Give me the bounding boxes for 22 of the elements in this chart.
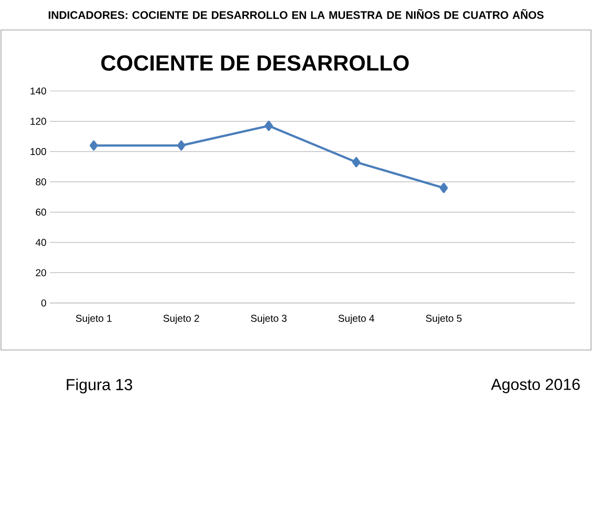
text: INDICADORES: COCIENTE DE DESARROLLO EN LA MUESTRA DE NIÑOS DE CUATRO AÑOS: [48, 9, 544, 19]
x-tick-label: Sujeto 5: [426, 314, 462, 324]
y-tick-label: 60: [36, 208, 46, 216]
point: [440, 182, 448, 194]
x-tick-label: Sujeto 3: [250, 314, 287, 324]
y-tick-label: 140: [30, 87, 46, 95]
point: [90, 140, 98, 151]
x-tick-label: Sujeto 4: [338, 314, 374, 324]
point: [352, 157, 360, 168]
x-tick-label: Sujeto 2: [163, 314, 200, 324]
y-tick-label: 0: [41, 299, 46, 307]
point: [177, 140, 186, 151]
x-tick-label: Sujeto 1: [76, 314, 112, 324]
text: Agosto 2016: [491, 378, 580, 394]
point: [264, 120, 273, 131]
y-tick-label: 120: [30, 118, 46, 125]
text: Figura 13: [66, 378, 132, 394]
y-tick-label: 100: [30, 148, 46, 156]
y-tick-label: 80: [36, 178, 46, 186]
y-tick-label: 20: [36, 269, 46, 276]
y-tick-label: 40: [36, 238, 46, 246]
chart-title: COCIENTE DE DESARROLLO: [101, 55, 409, 71]
